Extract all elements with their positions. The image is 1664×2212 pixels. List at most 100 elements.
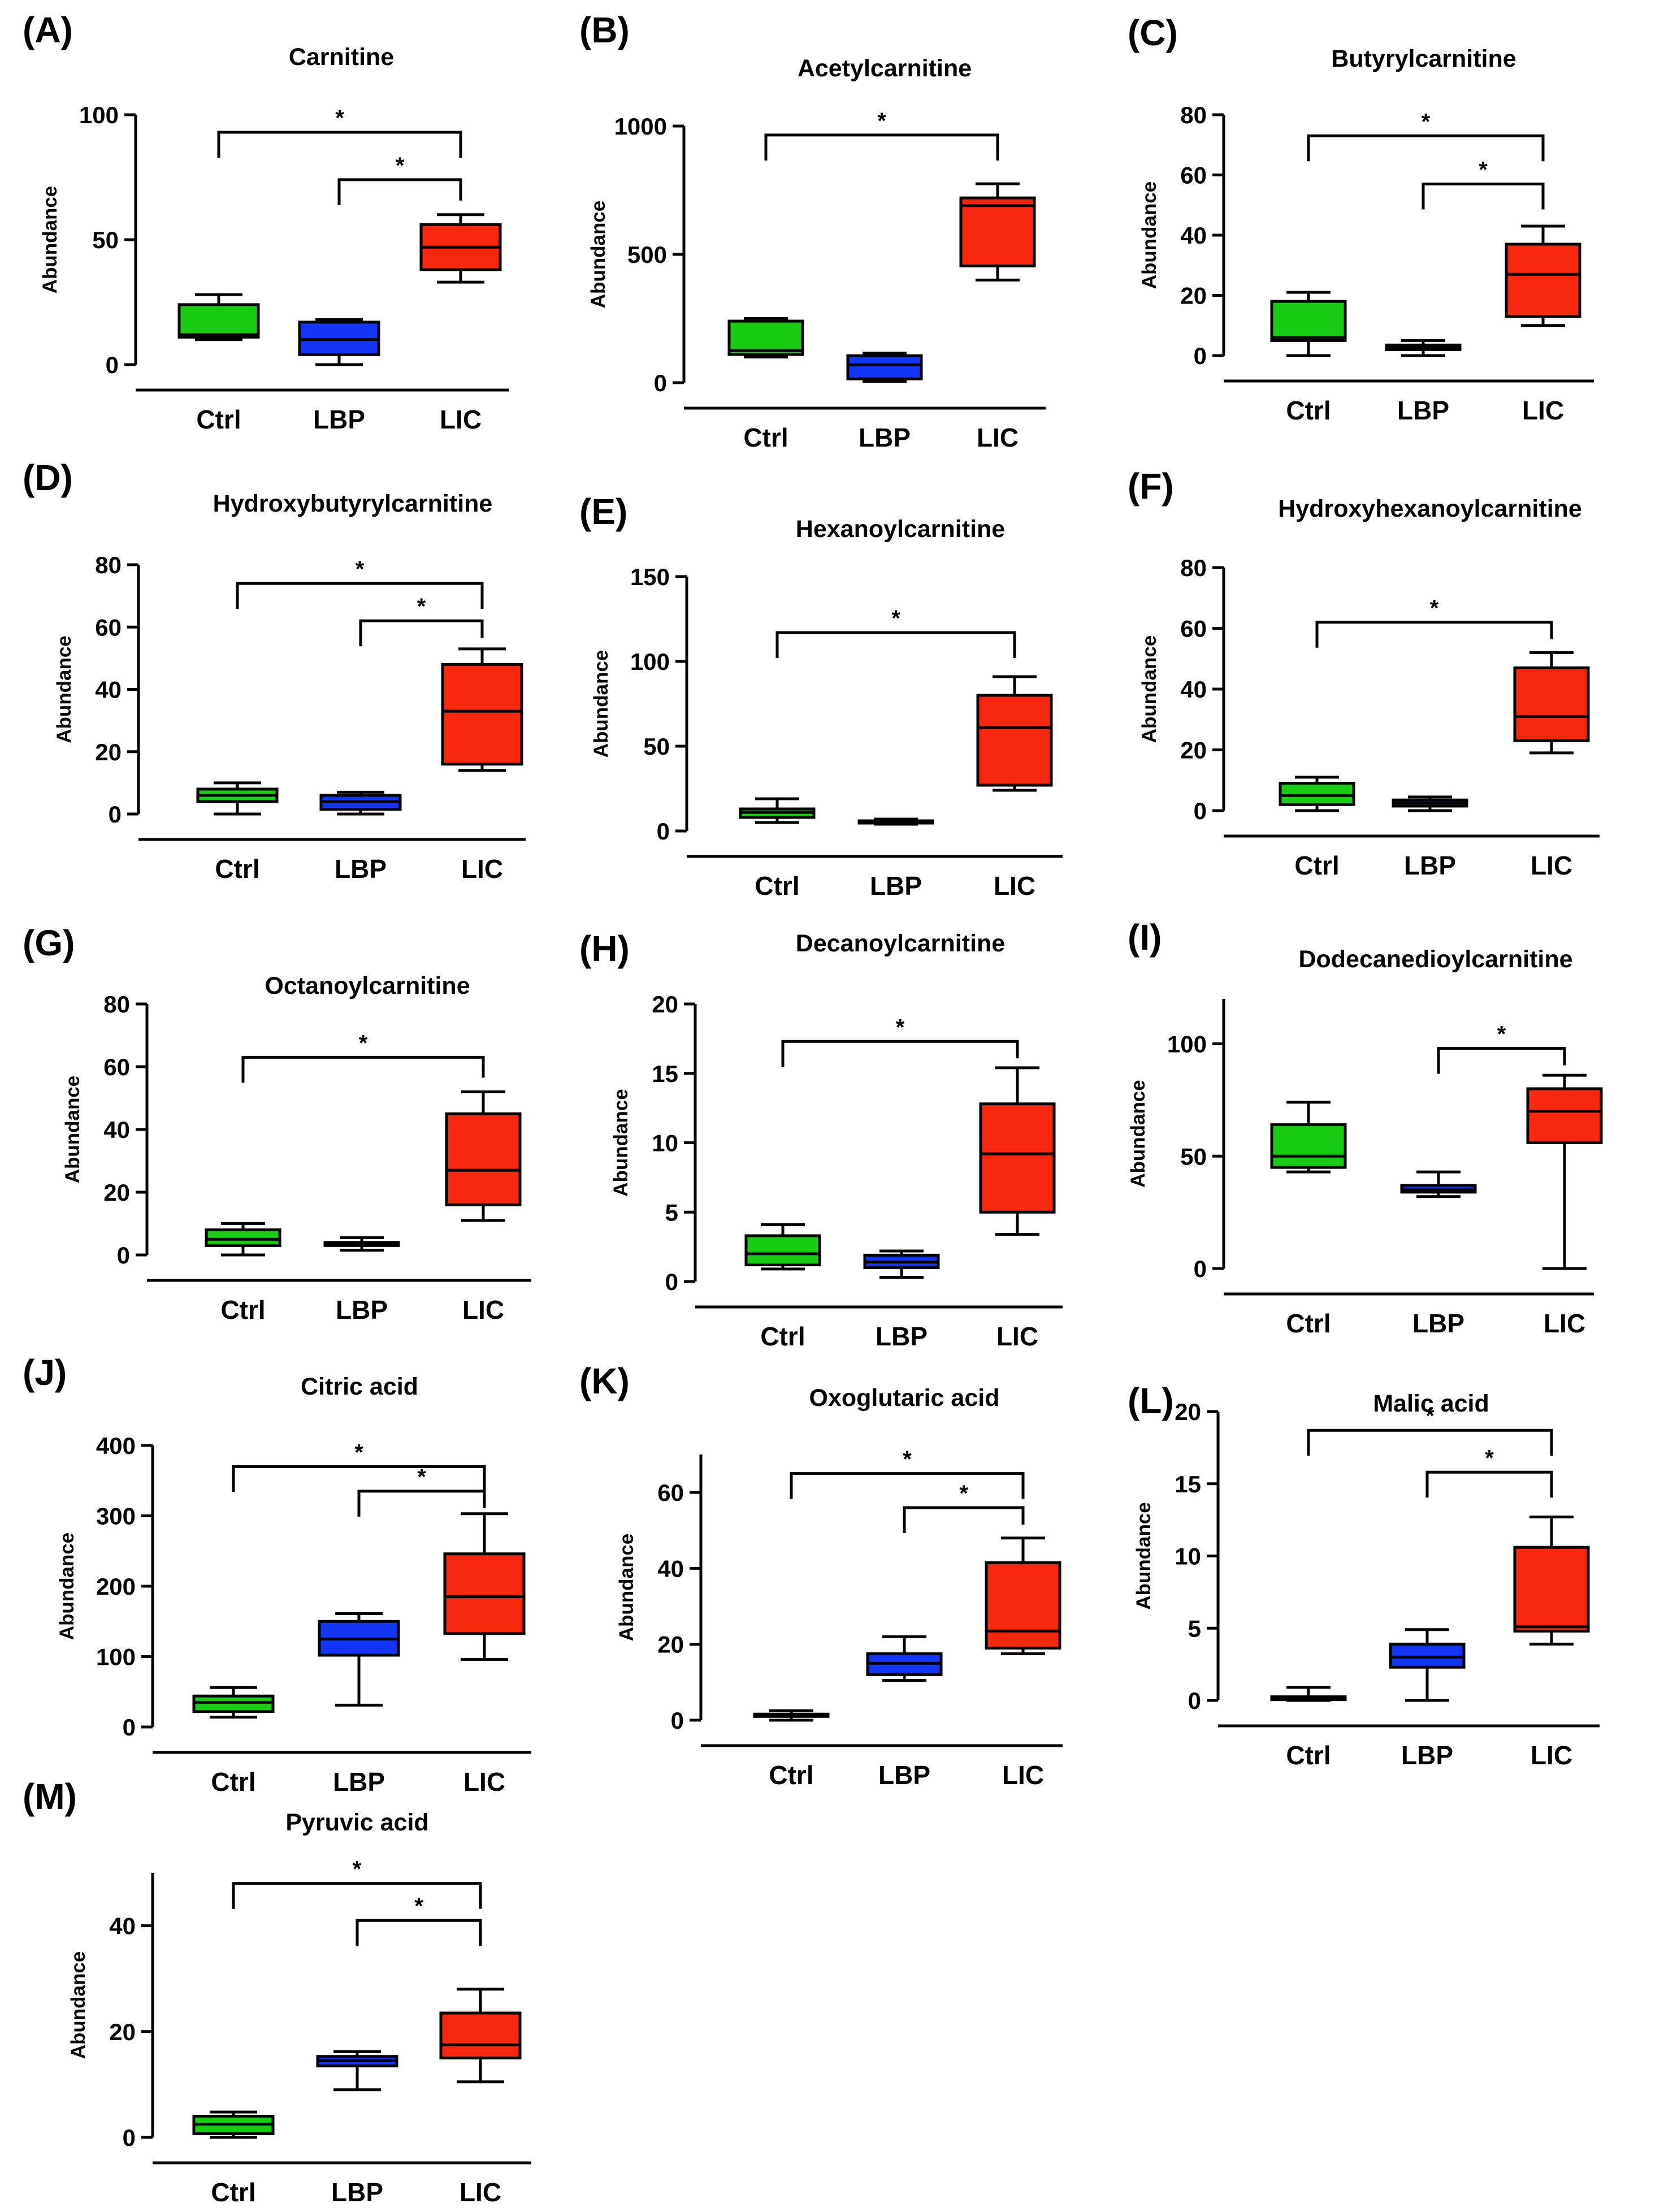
y-tick-label: 0 — [1188, 1687, 1201, 1714]
box-lbp — [316, 2050, 398, 2092]
iqr-box — [727, 319, 804, 356]
iqr-box — [744, 1234, 821, 1267]
y-tick-label: 150 — [630, 564, 670, 590]
x-tick-label: LBP — [859, 423, 911, 452]
box-ctrl — [1270, 1101, 1347, 1174]
panel-i: (I) Dodecanedioylcarnitine 0 50 100 Abundance… — [1127, 917, 1603, 1338]
significance-bracket — [790, 1472, 1025, 1499]
y-tick-label: 80 — [95, 552, 122, 578]
significance-star: * — [396, 153, 405, 178]
iqr-box — [1505, 243, 1581, 318]
y-tick-label: 0 — [123, 1714, 136, 1741]
significance-bracket — [359, 619, 484, 647]
iqr-box — [1389, 1642, 1466, 1669]
y-tick-label: 40 — [1180, 676, 1207, 703]
box-lic — [443, 1512, 526, 1661]
significance-star: * — [417, 1465, 426, 1490]
y-axis-label: Abundance — [62, 1076, 84, 1184]
x-tick-label: LIC — [460, 2178, 501, 2207]
x-tick-label: LIC — [1531, 1741, 1572, 1770]
y-axis-label: Abundance — [39, 186, 61, 294]
significance-star: * — [414, 1894, 423, 1919]
significance-bracket — [357, 1490, 486, 1517]
y-tick-label: 0 — [1194, 1256, 1207, 1282]
chart-title: Malic acid — [1373, 1390, 1489, 1417]
y-tick-label: 50 — [92, 227, 119, 253]
x-tick-label: LBP — [331, 2178, 383, 2207]
chart-title: Dodecanedioylcarnitine — [1298, 946, 1572, 973]
x-tick-label: LBP — [336, 1295, 388, 1324]
y-tick-label: 1000 — [614, 113, 667, 140]
chart-title: Decanoylcarnitine — [796, 930, 1005, 957]
significance-star: * — [417, 594, 426, 619]
significance-bracket — [903, 1506, 1025, 1533]
y-tick-label: 400 — [96, 1432, 136, 1459]
box-ctrl — [192, 2110, 275, 2139]
y-tick-label: 40 — [1180, 222, 1207, 249]
x-tick-label: Ctrl — [215, 854, 259, 884]
box-lic — [445, 1090, 522, 1222]
box-lic — [1526, 1073, 1603, 1270]
significance-bracket — [1437, 1046, 1566, 1074]
box-lbp — [1400, 1170, 1477, 1198]
panel-label: (J) — [23, 1352, 67, 1393]
x-tick-label: Ctrl — [1286, 1309, 1331, 1338]
y-tick-label: 40 — [103, 1116, 130, 1143]
y-axis-label: Abundance — [1127, 1080, 1149, 1188]
significance-star: * — [877, 109, 886, 133]
y-tick-label: 20 — [1180, 283, 1207, 309]
y-tick-label: 100 — [96, 1644, 136, 1670]
x-tick-label: Ctrl — [1286, 396, 1331, 425]
box-lbp — [846, 352, 923, 383]
box-ctrl — [196, 781, 279, 816]
significance-star: * — [335, 106, 344, 131]
x-tick-label: Ctrl — [220, 1295, 265, 1324]
significance-star: * — [353, 1857, 362, 1882]
significance-bracket — [232, 1882, 482, 1909]
box-lic — [985, 1536, 1061, 1655]
box-ctrl — [753, 1709, 830, 1722]
y-axis-label: Abundance — [1138, 181, 1160, 289]
x-tick-label: LIC — [463, 1767, 505, 1797]
box-ctrl — [1270, 291, 1347, 357]
box-ctrl — [739, 797, 816, 824]
panel-a: (A) Carnitine 0 50 100 Abundance Ctrl LBP LIC * * — [23, 10, 509, 434]
panel-label: (E) — [579, 491, 627, 532]
significance-star: * — [356, 557, 365, 582]
significance-star: * — [1479, 157, 1488, 182]
panel-b: (B) Acetylcarnitine 0 500 1000 Abundance Ctrl L… — [579, 10, 1046, 452]
y-tick-label: 100 — [630, 648, 670, 675]
significance-star: * — [891, 606, 900, 631]
chart-title: Hexanoylcarnitine — [796, 516, 1005, 543]
box-lbp — [857, 817, 934, 826]
panel-label: (C) — [1128, 12, 1178, 53]
panel-label: (L) — [1128, 1380, 1174, 1421]
y-tick-label: 60 — [657, 1479, 684, 1506]
box-lbp — [318, 1612, 400, 1707]
significance-bracket — [217, 131, 462, 158]
y-axis-label: Abundance — [56, 1533, 78, 1640]
iqr-box — [205, 1228, 281, 1247]
y-tick-label: 0 — [117, 1242, 130, 1269]
y-tick-label: 20 — [657, 1631, 684, 1658]
significance-star: * — [359, 1031, 368, 1055]
y-tick-label: 20 — [652, 991, 678, 1018]
significance-bracket — [1307, 134, 1545, 162]
y-tick-label: 60 — [1180, 162, 1207, 189]
y-tick-label: 100 — [1167, 1031, 1207, 1058]
box-lic — [979, 1066, 1056, 1236]
y-axis-label: Abundance — [616, 1534, 638, 1642]
significance-star: * — [1497, 1021, 1506, 1046]
significance-star: * — [903, 1447, 912, 1472]
y-tick-label: 80 — [1180, 102, 1207, 128]
x-tick-label: LIC — [1522, 396, 1564, 425]
y-tick-label: 0 — [665, 1269, 678, 1295]
iqr-box — [1279, 782, 1355, 806]
significance-star: * — [1422, 109, 1431, 134]
iqr-box — [979, 1102, 1056, 1214]
y-tick-label: 500 — [627, 241, 667, 268]
box-lbp — [319, 790, 402, 816]
y-axis-label: Abundance — [53, 635, 75, 743]
significance-star: * — [959, 1481, 968, 1506]
